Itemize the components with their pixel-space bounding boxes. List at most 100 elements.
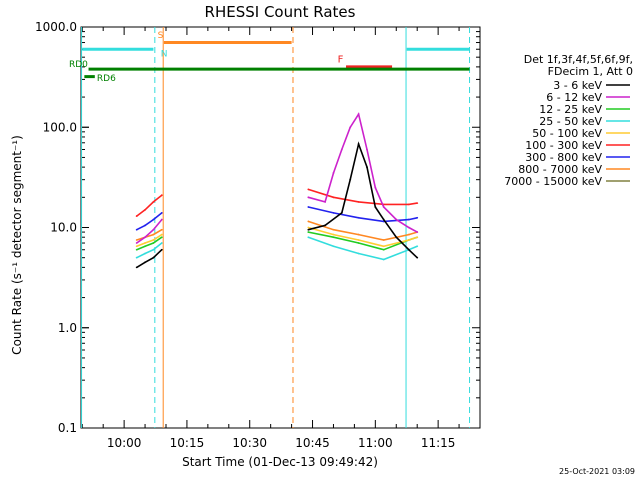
data-point	[160, 233, 163, 236]
data-point	[407, 203, 410, 206]
legend-entry-label: 100 - 300 keV	[525, 139, 602, 152]
legend-header: Det 1f,3f,4f,5f,6f,9f,	[524, 53, 633, 66]
data-point	[307, 236, 310, 239]
x-axis-label: Start Time (01-Dec-13 09:49:42)	[182, 455, 378, 469]
data-point	[135, 215, 138, 217]
data-point	[324, 224, 326, 227]
legend-entry-label: 800 - 7000 keV	[518, 163, 602, 176]
data-point	[144, 252, 146, 255]
data-point	[357, 233, 360, 236]
chart-title: RHESSI Count Rates	[205, 3, 356, 21]
data-point	[416, 202, 419, 205]
data-point	[349, 126, 352, 129]
y-tick-label: 1.0	[58, 321, 77, 335]
series-line	[308, 226, 418, 248]
x-tick-label: 10:00	[107, 436, 142, 450]
data-point	[332, 245, 335, 248]
legend-entry-label: 300 - 800 keV	[525, 151, 602, 164]
data-point	[332, 228, 335, 231]
data-point	[407, 218, 410, 221]
data-point	[324, 201, 326, 203]
data-point	[307, 228, 310, 231]
series-line	[308, 236, 418, 261]
x-tick-label: 10:30	[232, 436, 267, 450]
y-axis-label: Count Rate (s⁻¹ detector segment⁻¹)	[10, 135, 24, 355]
data-point	[357, 143, 360, 145]
series-line	[308, 220, 418, 241]
data-point	[152, 239, 155, 241]
y-tick-label: 0.1	[58, 421, 77, 435]
series-line	[136, 249, 163, 269]
series-line	[136, 219, 163, 244]
data-point	[307, 188, 310, 191]
data-point	[160, 248, 163, 251]
series-line	[136, 236, 163, 251]
data-point	[374, 206, 377, 208]
data-point	[416, 256, 419, 259]
data-point	[382, 248, 385, 251]
plot-area: 0.1 1.0 10.0 100.0 1000.0 10:00 10:15 10:30 10:4…	[35, 20, 481, 450]
data-point	[144, 224, 146, 227]
data-point	[382, 245, 385, 248]
data-point	[357, 201, 360, 203]
data-point	[357, 113, 360, 116]
annotation-label: N	[161, 49, 168, 59]
data-point	[152, 242, 155, 244]
x-tick-label: 11:00	[358, 436, 393, 450]
series-line	[308, 206, 418, 223]
data-point	[152, 218, 155, 221]
data-point	[152, 228, 155, 231]
data-point	[357, 216, 360, 219]
data-point	[135, 266, 138, 269]
legend-entry-label: 25 - 50 keV	[539, 115, 602, 128]
data-point	[332, 236, 335, 239]
data-point	[332, 211, 335, 214]
legend-entry-label: 7000 - 15000 keV	[504, 175, 602, 188]
annotation-label: F	[338, 55, 344, 66]
legend-entry-label: 3 - 6 keV	[553, 79, 602, 92]
data-point	[366, 148, 368, 151]
series-line	[308, 188, 418, 206]
timestamp: 25-Oct-2021 03:09	[559, 467, 635, 476]
data-point	[135, 245, 138, 248]
data-point	[152, 201, 155, 203]
data-point	[144, 261, 146, 264]
legend-entry-label: 6 - 12 keV	[546, 91, 602, 104]
data-point	[135, 228, 138, 231]
data-point	[357, 242, 360, 244]
y-tick-label: 1000.0	[35, 20, 77, 34]
x-tick-label: 10:45	[295, 436, 330, 450]
data-point	[416, 231, 419, 233]
data-point	[349, 178, 352, 181]
data-point	[382, 239, 385, 241]
annotation-label: RD0	[69, 60, 88, 70]
data-point	[382, 258, 385, 261]
data-point	[407, 248, 410, 251]
data-point	[135, 256, 138, 259]
data-point	[160, 218, 163, 221]
series-line	[136, 194, 163, 217]
data-point	[407, 226, 410, 229]
data-point	[135, 248, 138, 251]
data-point	[332, 172, 335, 174]
data-point	[144, 208, 146, 211]
data-point	[382, 218, 385, 221]
data-point	[395, 218, 398, 221]
data-point	[160, 236, 163, 239]
data-point	[152, 233, 155, 236]
data-point	[160, 228, 163, 231]
series-line	[308, 112, 418, 233]
legend-entry-label: 12 - 25 keV	[539, 103, 602, 116]
data-point	[357, 252, 360, 255]
legend: Det 1f,3f,4f,5f,6f,9f,FDecim 1, Att 03 -…	[504, 53, 633, 188]
x-tick-label: 10:15	[170, 436, 205, 450]
x-tick-label: 11:15	[421, 436, 456, 450]
series-line	[136, 212, 163, 231]
data-point	[135, 239, 138, 241]
data-point	[357, 239, 360, 241]
data-point	[332, 196, 335, 199]
data-point	[382, 206, 385, 208]
data-point	[307, 231, 310, 233]
